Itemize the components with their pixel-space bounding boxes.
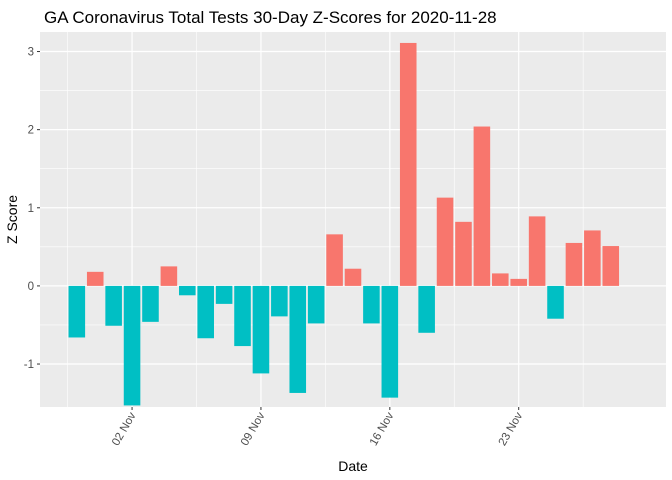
bar — [584, 230, 601, 286]
bar — [418, 285, 435, 333]
bar — [547, 285, 564, 319]
bar — [160, 266, 178, 286]
bar — [473, 126, 491, 286]
y-tick-label: 2 — [28, 125, 34, 137]
bar — [381, 285, 399, 398]
bar — [565, 242, 583, 286]
bar — [602, 246, 620, 286]
y-tick-label: 1 — [28, 203, 34, 215]
bar — [436, 197, 454, 286]
x-axis: 02 Nov 09 Nov 16 Nov 23 Nov — [110, 407, 525, 448]
y-tick-label: 0 — [28, 281, 34, 293]
y-axis: -1 0 1 2 3 — [24, 47, 40, 371]
y-tick-label: -1 — [24, 359, 34, 371]
bar — [307, 285, 325, 324]
bar — [123, 285, 141, 406]
bar — [528, 216, 546, 286]
bar — [142, 285, 159, 322]
bar — [510, 278, 527, 286]
bar — [179, 285, 196, 296]
x-tick-label: 16 Nov — [368, 410, 397, 448]
bar — [215, 285, 233, 304]
bar — [363, 285, 380, 324]
bar — [86, 271, 104, 286]
bar — [399, 42, 417, 286]
bar — [344, 268, 362, 286]
bar — [105, 285, 122, 326]
bar — [68, 285, 86, 338]
x-tick-label: 23 Nov — [497, 410, 526, 448]
bar — [271, 285, 288, 317]
chart-title: GA Coronavirus Total Tests 30-Day Z-Scor… — [44, 8, 497, 27]
bar — [492, 273, 509, 286]
plot-panel — [40, 32, 666, 407]
bars — [68, 42, 620, 406]
bar — [252, 285, 270, 374]
y-tick-label: 3 — [28, 47, 34, 59]
bar — [197, 285, 214, 339]
bar — [455, 221, 472, 286]
y-axis-title: Z Score — [4, 195, 20, 244]
x-axis-title: Date — [338, 458, 368, 474]
x-tick-label: 09 Nov — [239, 410, 268, 448]
bar — [289, 285, 307, 393]
x-tick-label: 02 Nov — [110, 410, 139, 448]
bar — [326, 234, 343, 286]
bar — [234, 285, 251, 347]
